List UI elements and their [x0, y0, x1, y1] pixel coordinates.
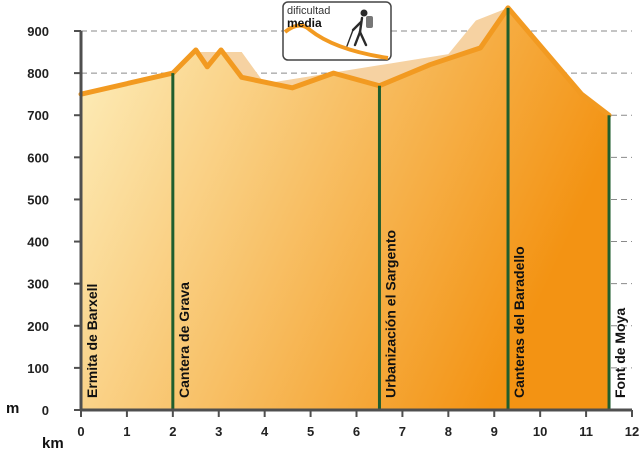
waypoint-label-2: Urbanización el Sargento: [382, 230, 398, 398]
waypoint-markers: Ermita de Barxell Cantera de Grava Urbaniz…: [79, 7, 628, 410]
y-tick-label-600: 600: [27, 150, 49, 165]
y-tick-label-900: 900: [27, 24, 49, 39]
x-tick-label-11: 11: [579, 424, 593, 439]
y-tick-label-300: 300: [27, 277, 49, 292]
waypoint-label-1: Cantera de Grava: [176, 282, 192, 398]
y-tick-label-200: 200: [27, 319, 49, 334]
badge-line2: media: [287, 16, 322, 30]
elevation-line: [78, 5, 612, 118]
x-tick-label-5: 5: [307, 424, 314, 439]
x-tick-label-2: 2: [169, 424, 176, 439]
badge-curve-icon: [283, 23, 389, 60]
y-tick-label-800: 800: [27, 66, 49, 81]
x-tick-label-4: 4: [261, 424, 269, 439]
y-tick-label-700: 700: [27, 108, 49, 123]
x-axis-unit-label: km: [42, 435, 64, 450]
y-tick-label-500: 500: [27, 192, 49, 207]
hiker-icon: [346, 9, 373, 47]
axes: [74, 30, 633, 417]
y-tick-label-400: 400: [27, 235, 49, 250]
y-tick-label-0: 0: [42, 403, 49, 418]
difficulty-badge: dificultad media: [282, 1, 392, 61]
y-tick-label-100: 100: [27, 361, 49, 376]
waypoint-label-0: Ermita de Barxell: [84, 284, 100, 398]
x-tick-label-12: 12: [625, 424, 639, 439]
badge-line1: dificultad: [287, 5, 330, 17]
x-tick-label-0: 0: [77, 424, 84, 439]
x-tick-label-1: 1: [123, 424, 130, 439]
elevation-area: [81, 7, 610, 410]
x-tick-label-3: 3: [215, 424, 222, 439]
x-tick-labels: 0 1 2 3 4 5 6 7 8 9 10 11 12: [77, 424, 639, 439]
y-tick-labels: 0 100 200 300 400 500 600 700 800 900: [27, 24, 49, 418]
x-tick-label-8: 8: [445, 424, 452, 439]
x-tick-label-6: 6: [353, 424, 360, 439]
y-axis-unit-label: m: [6, 400, 19, 417]
x-tick-label-9: 9: [491, 424, 498, 439]
waypoint-label-4: Font de Moya: [612, 308, 628, 398]
x-tick-label-10: 10: [533, 424, 547, 439]
x-tick-label-7: 7: [399, 424, 406, 439]
waypoint-label-3: Canteras del Baradello: [511, 246, 527, 398]
